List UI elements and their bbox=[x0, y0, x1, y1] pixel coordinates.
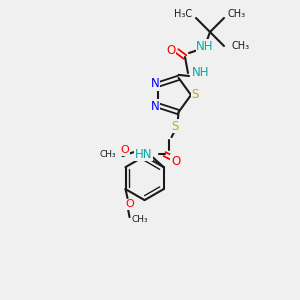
Text: S: S bbox=[171, 120, 178, 133]
Text: N: N bbox=[151, 100, 160, 113]
Text: H₃C: H₃C bbox=[174, 9, 192, 19]
Text: NH: NH bbox=[196, 40, 214, 52]
Text: N: N bbox=[151, 77, 160, 90]
Text: O: O bbox=[121, 145, 130, 155]
Text: NH: NH bbox=[192, 67, 209, 80]
Text: CH₃: CH₃ bbox=[232, 41, 250, 51]
Text: CH₃: CH₃ bbox=[100, 150, 117, 159]
Text: O: O bbox=[167, 44, 176, 56]
Text: O: O bbox=[171, 154, 180, 168]
Text: CH₃: CH₃ bbox=[131, 214, 148, 224]
Text: O: O bbox=[125, 199, 134, 209]
Text: CH₃: CH₃ bbox=[228, 9, 246, 19]
Text: HN: HN bbox=[135, 148, 153, 160]
Text: S: S bbox=[191, 88, 199, 100]
